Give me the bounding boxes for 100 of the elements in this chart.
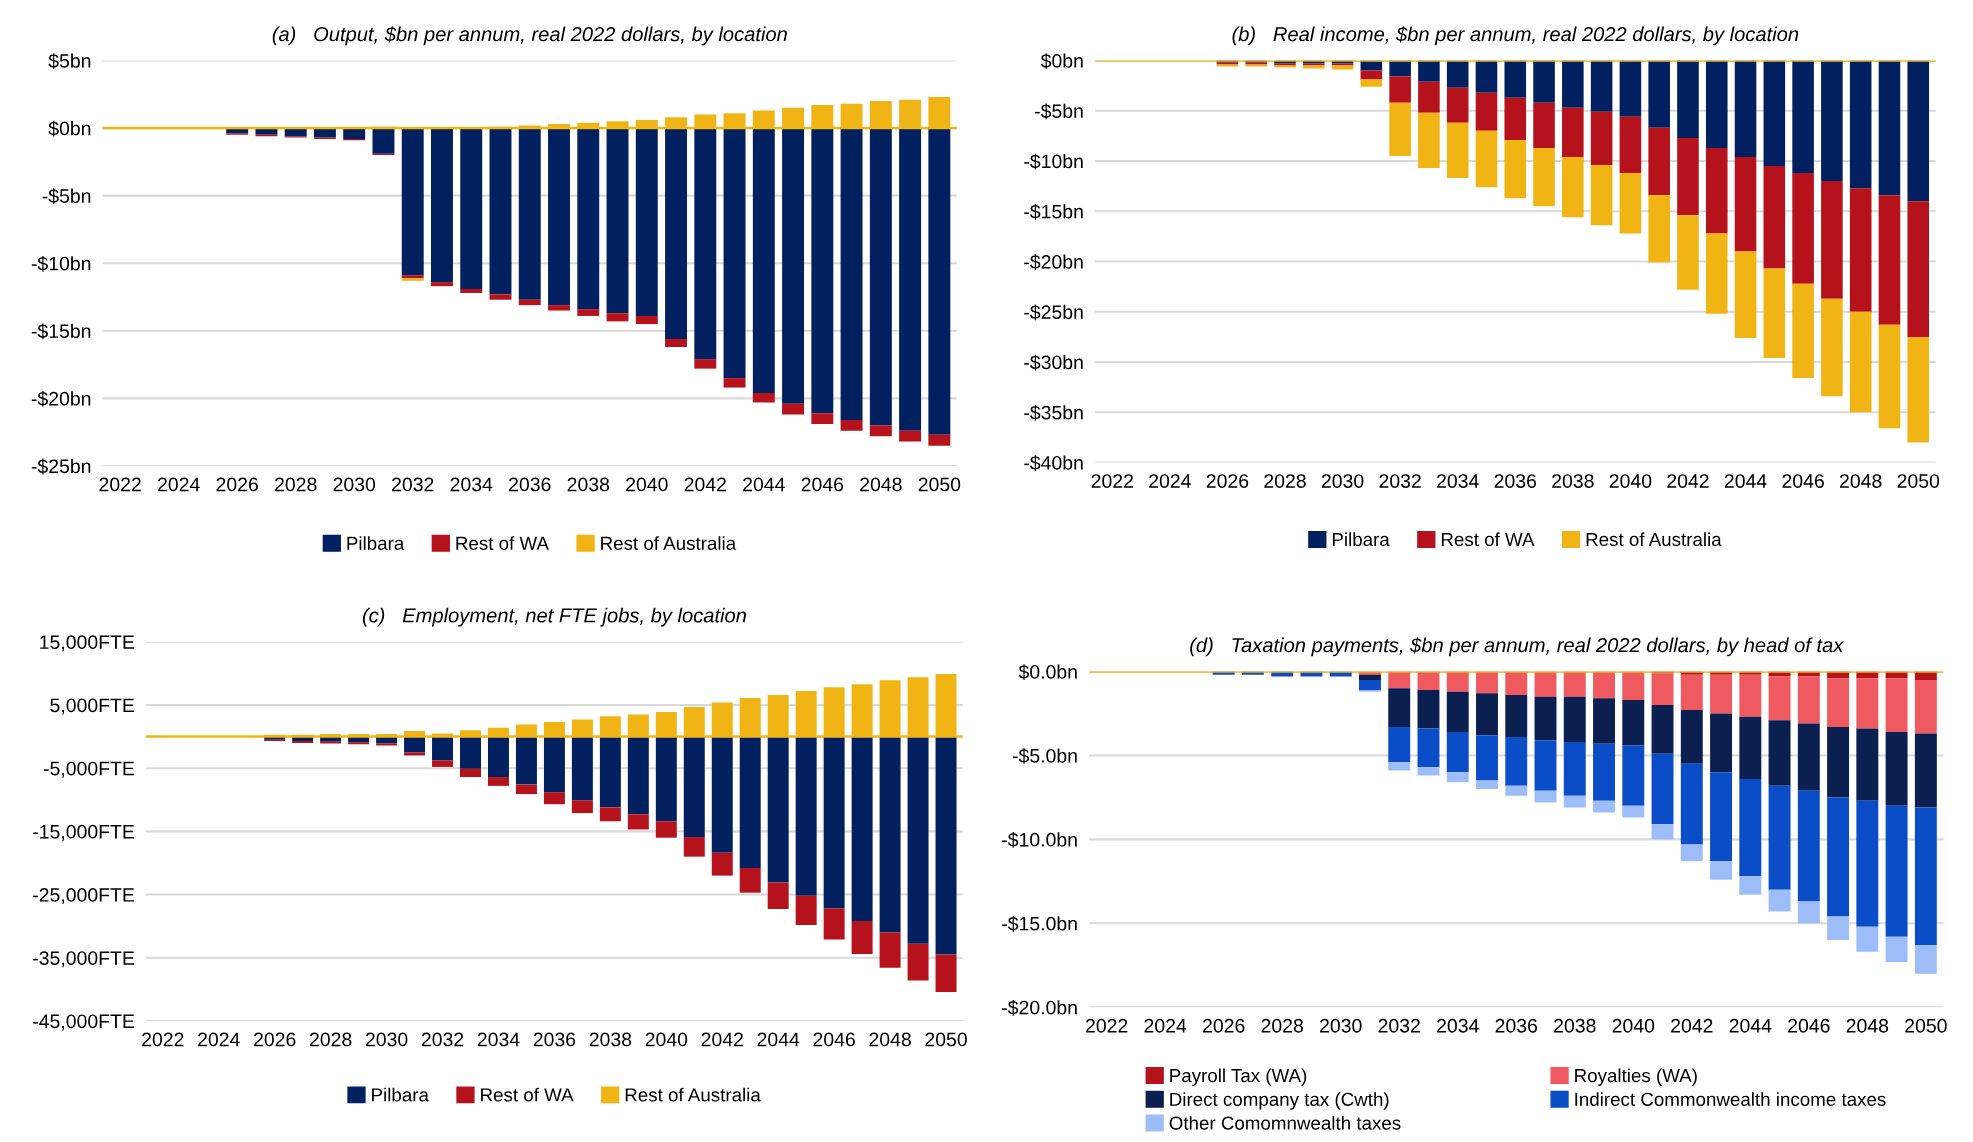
bar — [1827, 678, 1850, 727]
x-tick-label: 2048 — [860, 477, 902, 492]
bar — [1677, 215, 1699, 290]
bar — [1710, 772, 1733, 862]
bar — [404, 752, 426, 756]
bar — [1417, 767, 1440, 776]
x-tick-label: 2038 — [589, 1032, 632, 1047]
bar — [1651, 705, 1674, 754]
bar — [683, 837, 705, 857]
bar — [1734, 60, 1757, 157]
bar — [1651, 673, 1674, 706]
bar — [1446, 731, 1469, 773]
bar — [823, 736, 845, 909]
bar — [606, 128, 629, 314]
bar — [1821, 181, 1843, 299]
y-tick-label: -$15bn — [1024, 203, 1083, 220]
bar — [869, 425, 892, 437]
bar — [1533, 102, 1555, 148]
bar — [1619, 173, 1642, 234]
x-tick-label: 2046 — [801, 477, 844, 492]
bar — [694, 359, 717, 369]
legend-label: Pilbara — [372, 1087, 429, 1102]
bar — [752, 392, 775, 403]
x-tick-label: 2028 — [309, 1032, 352, 1047]
bar — [1680, 763, 1703, 845]
bar — [1878, 324, 1901, 429]
bar — [782, 128, 805, 404]
x-tick-label: 2048 — [1840, 474, 1882, 488]
bar — [489, 294, 512, 300]
bar — [739, 868, 761, 893]
bar — [1619, 60, 1642, 117]
x-tick-label: 2030 — [333, 477, 376, 492]
x-tick-label: 2032 — [1378, 1018, 1420, 1033]
bar — [432, 760, 454, 767]
x-tick-label: 2022 — [1091, 474, 1133, 488]
bar — [1821, 298, 1843, 397]
bar — [460, 288, 483, 293]
bar — [1562, 107, 1584, 157]
bar — [1563, 795, 1586, 808]
bar — [1885, 731, 1908, 806]
x-tick-label: 2050 — [918, 477, 961, 492]
y-tick-label: -$35bn — [1024, 404, 1083, 421]
bar — [1389, 76, 1411, 103]
x-tick-label: 2036 — [1495, 1018, 1538, 1033]
bar — [694, 128, 717, 360]
bar — [1590, 60, 1613, 112]
x-tick-label: 2030 — [1321, 474, 1364, 488]
bar — [1593, 800, 1615, 813]
bar — [1734, 251, 1757, 338]
legend-label: Rest of WA — [481, 1087, 574, 1102]
bar — [1505, 785, 1528, 796]
bar — [1705, 60, 1728, 148]
x-tick-label: 2040 — [626, 477, 668, 492]
x-tick-label: 2032 — [392, 477, 434, 492]
bar — [1734, 157, 1757, 252]
x-tick-label: 2028 — [1264, 474, 1306, 488]
bar — [1475, 130, 1498, 188]
bar — [1739, 778, 1762, 877]
bar — [723, 378, 746, 388]
bar — [1534, 790, 1557, 803]
bar — [1849, 311, 1872, 413]
x-tick-label: 2042 — [701, 1032, 743, 1047]
bar — [1622, 805, 1645, 818]
bar — [431, 128, 453, 283]
bar — [1533, 147, 1555, 207]
legend-label: Rest of WA — [1441, 532, 1535, 547]
y-tick-label: -$20.0bn — [1002, 999, 1077, 1016]
bar — [1622, 700, 1645, 746]
bar — [1768, 676, 1791, 721]
y-tick-label: -$5bn — [1035, 103, 1083, 120]
bar — [1505, 671, 1528, 695]
bar — [343, 128, 366, 139]
bar — [1763, 166, 1786, 269]
x-tick-label: 2028 — [275, 477, 317, 492]
bar — [518, 299, 541, 306]
bar — [1504, 60, 1527, 98]
bar — [1504, 97, 1527, 140]
y-tick-label: $5bn — [48, 53, 91, 69]
bar — [1705, 147, 1728, 234]
bar — [1358, 679, 1381, 690]
bar — [1878, 60, 1901, 196]
bar — [1360, 70, 1383, 80]
bar — [823, 908, 845, 940]
bar — [1504, 139, 1527, 199]
x-tick-label: 2032 — [421, 1032, 464, 1047]
bar — [1849, 188, 1872, 312]
bar — [460, 128, 483, 289]
bar — [543, 792, 565, 805]
y-tick-label: -$30bn — [1024, 354, 1083, 371]
bar — [1648, 195, 1670, 263]
bar — [1418, 60, 1440, 82]
bar — [543, 736, 565, 793]
bar — [1563, 671, 1586, 697]
bar — [1505, 695, 1528, 737]
bar — [1418, 81, 1440, 113]
x-tick-label: 2048 — [1846, 1018, 1889, 1033]
y-tick-label: 5,000FTE — [50, 698, 135, 715]
x-tick-label: 2036 — [509, 477, 551, 492]
legend-label: Payroll Tax (WA) — [1170, 1068, 1307, 1086]
x-tick-label: 2034 — [450, 477, 493, 492]
